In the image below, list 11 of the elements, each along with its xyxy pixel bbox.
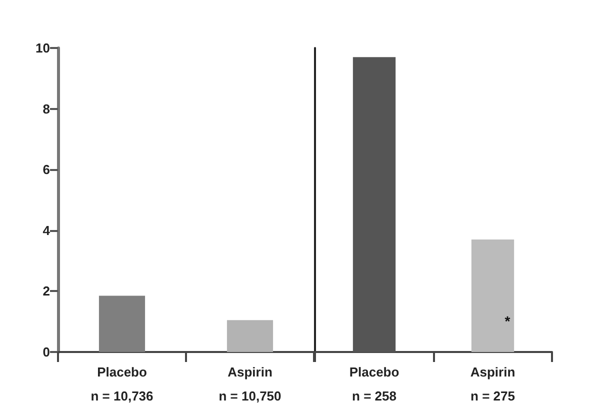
y-tick-label: 0 bbox=[42, 344, 50, 360]
x-tick-label: Aspirin n = 275 bbox=[470, 364, 516, 404]
annotation: * bbox=[504, 313, 511, 329]
y-tick-label: 2 bbox=[42, 284, 50, 299]
y-tick-label: 6 bbox=[42, 162, 50, 178]
y-tick-label: 10 bbox=[36, 40, 50, 56]
x-tick-label: Placebo n = 258 bbox=[349, 364, 400, 404]
x-tick-label: Aspirin n = 10,750 bbox=[218, 364, 282, 404]
y-tick-label: 8 bbox=[42, 101, 50, 116]
x-tick-label: Placebo n = 10,736 bbox=[90, 364, 154, 404]
y-tick-label: 4 bbox=[42, 222, 51, 238]
